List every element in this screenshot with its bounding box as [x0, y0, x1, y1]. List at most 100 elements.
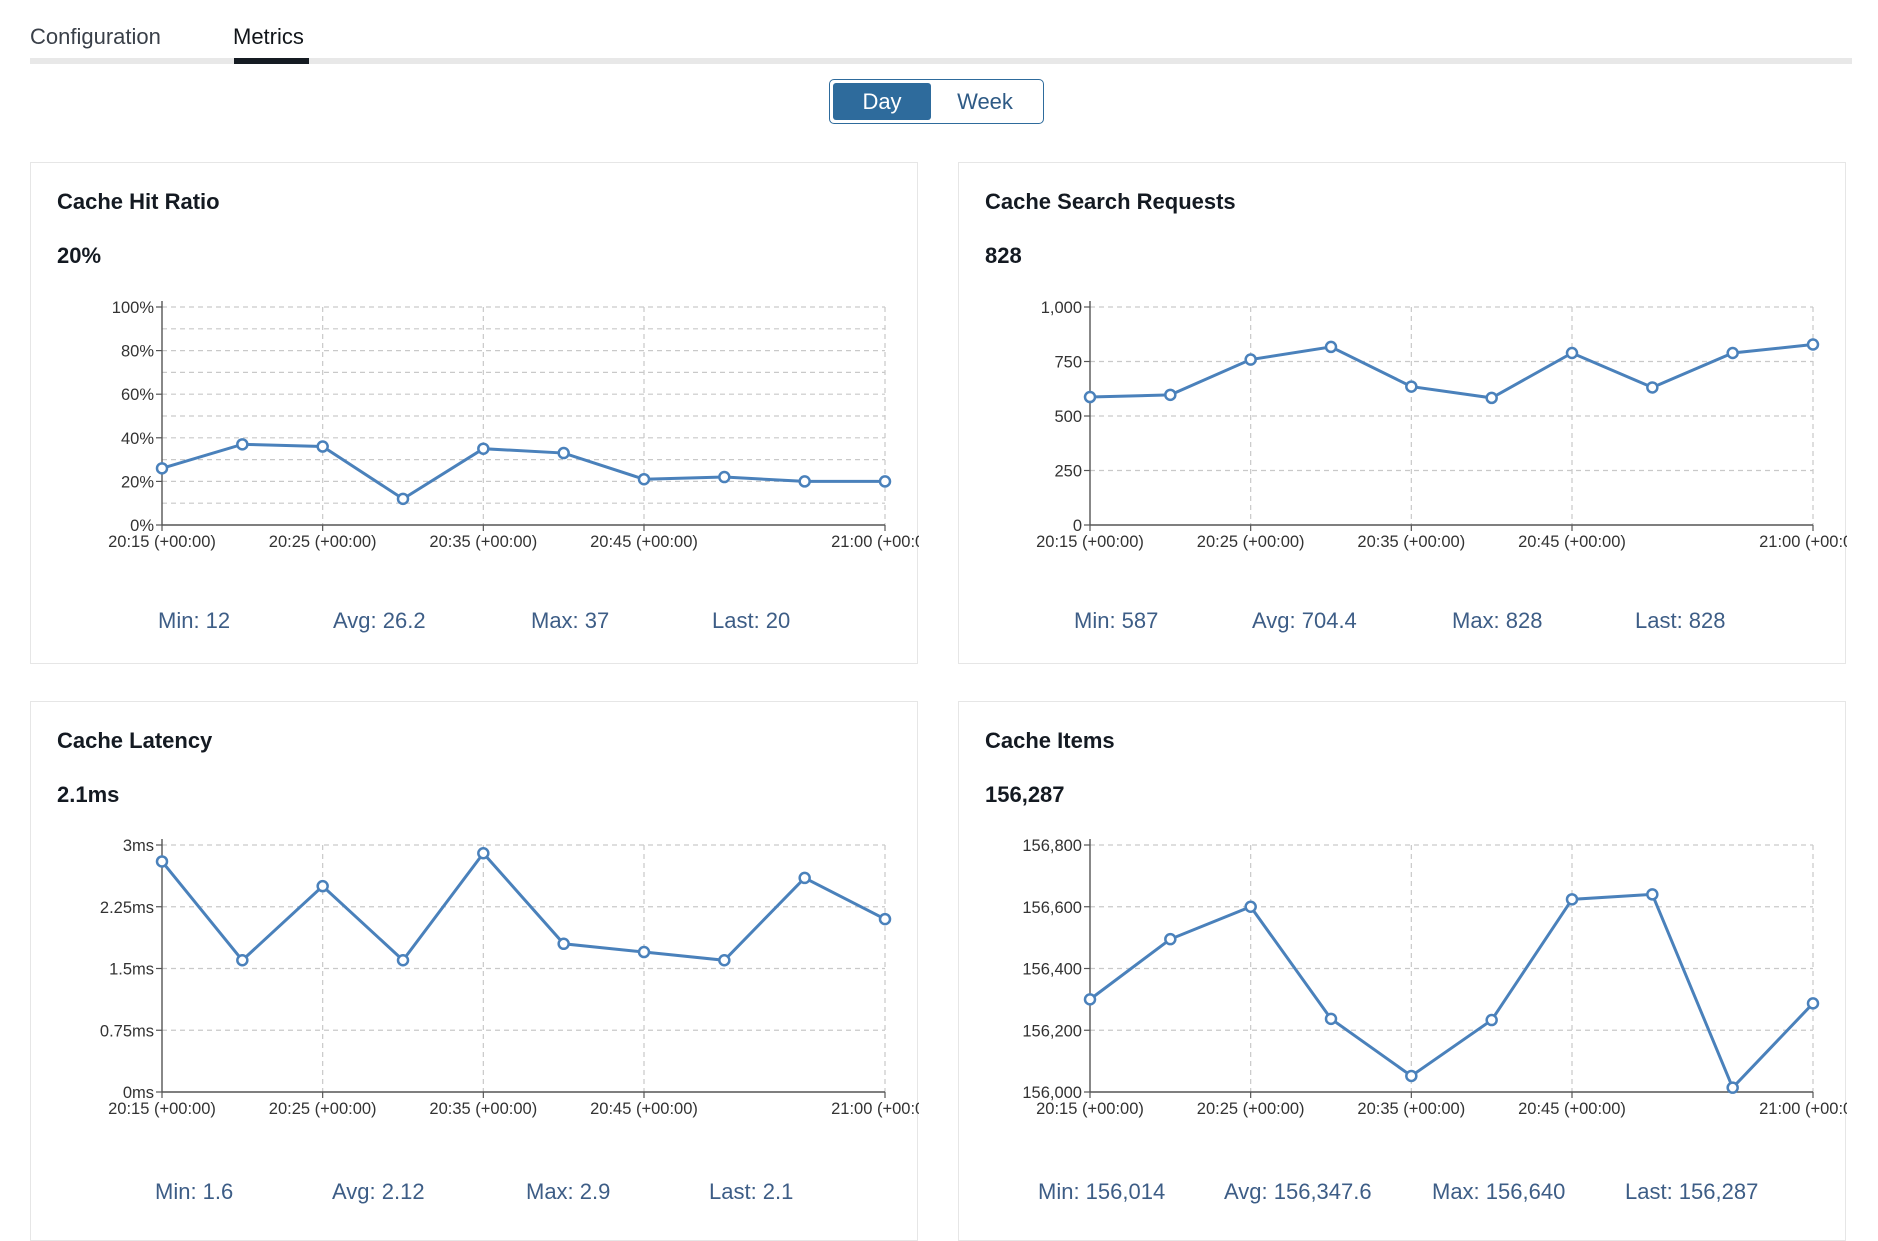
data-point[interactable]	[1646, 888, 1659, 901]
data-point[interactable]	[1324, 1012, 1338, 1026]
data-point[interactable]	[236, 438, 249, 451]
data-point[interactable]	[1405, 1069, 1418, 1083]
cache-items-chart: 156,000 156,200 156,400 156,600 156,800 20:15…	[1022, 837, 1847, 1118]
y-tick-label: 156,400	[1022, 961, 1082, 979]
stat-avg: Avg: 2.12	[332, 1179, 425, 1204]
data-point[interactable]	[1164, 932, 1177, 946]
data-point[interactable]	[1806, 997, 1820, 1010]
day-button[interactable]: Day	[833, 83, 931, 120]
x-tick-label: 20:15 (+00:00)	[1036, 1100, 1144, 1118]
data-point[interactable]	[477, 846, 490, 860]
data-point[interactable]	[1565, 893, 1579, 906]
data-point[interactable]	[1485, 391, 1498, 405]
tab-configuration[interactable]: Configuration	[30, 24, 161, 49]
card-current-value: 2.1ms	[57, 782, 120, 807]
stat-avg: Avg: 704.4	[1252, 608, 1357, 633]
x-tick-label: 20:45 (+00:00)	[1518, 1100, 1626, 1118]
card-title: Cache Hit Ratio	[57, 189, 220, 214]
y-tick-label: 156,800	[1022, 837, 1082, 855]
data-point[interactable]	[1726, 1081, 1739, 1094]
cache-items-card: Cache Items 156,287 156,000 156,200 156,40…	[958, 701, 1847, 1241]
grid	[162, 844, 886, 1092]
data-point[interactable]	[798, 871, 811, 885]
y-tick-label: 80%	[121, 343, 154, 361]
data-point[interactable]	[155, 855, 169, 868]
data-point[interactable]	[396, 492, 410, 506]
x-tick-label: 21:00 (+00:00)	[1759, 533, 1847, 551]
card-current-value: 20%	[57, 243, 102, 268]
data-point[interactable]	[1646, 381, 1659, 394]
data-point[interactable]	[878, 912, 892, 926]
stat-max: Max: 2.9	[526, 1179, 611, 1204]
data-point[interactable]	[1083, 993, 1097, 1006]
stat-max: Max: 37	[531, 608, 610, 633]
data-point[interactable]	[1565, 346, 1579, 360]
x-tick-label: 20:35 (+00:00)	[1357, 533, 1465, 551]
x-tick-label: 20:15 (+00:00)	[108, 533, 216, 551]
y-tick-label: 20%	[121, 473, 154, 491]
grid	[1090, 306, 1814, 525]
data-point[interactable]	[155, 462, 169, 475]
series-line	[1089, 343, 1814, 400]
grid	[1090, 844, 1814, 1092]
x-tick-label: 20:35 (+00:00)	[429, 1100, 537, 1118]
data-point[interactable]	[718, 470, 731, 484]
stat-min: Min: 12	[158, 608, 231, 633]
data-point[interactable]	[878, 475, 892, 488]
y-tick-label: 750	[1054, 354, 1082, 372]
x-tick-label: 20:25 (+00:00)	[1197, 1100, 1305, 1118]
y-tick-label: 156,000	[1022, 1084, 1082, 1102]
cache-hit-ratio-card: Cache Hit Ratio 20% 0% 20% 40% 60% 80% 100% 20…	[30, 162, 919, 664]
card-current-value: 828	[985, 243, 1022, 268]
tab-metrics[interactable]: Metrics	[233, 24, 304, 49]
series-line	[160, 850, 886, 963]
data-point[interactable]	[1726, 346, 1739, 360]
cache-latency-chart: 0ms 0.75ms 1.5ms 2.25ms 3ms 20:15 (+00:00) 20:…	[100, 837, 919, 1118]
y-tick-label: 100%	[112, 299, 155, 317]
cache-search-requests-chart: 0 250 500 750 1,000 20:15 (+00:00) 20:25 (+00:…	[1036, 299, 1847, 551]
x-tick-label: 20:15 (+00:00)	[1036, 533, 1144, 551]
x-tick-label: 20:25 (+00:00)	[269, 1100, 377, 1118]
data-point[interactable]	[557, 446, 570, 460]
data-point[interactable]	[1324, 340, 1338, 354]
y-tick-label: 2.25ms	[100, 899, 154, 917]
x-tick-label: 20:45 (+00:00)	[1518, 533, 1626, 551]
stat-last: Last: 156,287	[1625, 1179, 1759, 1204]
series-line	[1089, 892, 1815, 1091]
data-point[interactable]	[1405, 380, 1418, 393]
y-tick-label: 156,200	[1022, 1022, 1082, 1040]
y-tick-label: 0	[1073, 517, 1082, 535]
week-button[interactable]: Week	[957, 88, 1013, 114]
grid	[162, 306, 886, 525]
data-point[interactable]	[1806, 338, 1820, 351]
data-point[interactable]	[1244, 353, 1257, 366]
data-point[interactable]	[637, 472, 651, 486]
data-point[interactable]	[1485, 1013, 1498, 1027]
data-point[interactable]	[1083, 390, 1097, 404]
card-title: Cache Items	[985, 728, 1115, 753]
card-title: Cache Latency	[57, 728, 213, 753]
series-line	[161, 442, 885, 501]
data-point[interactable]	[236, 954, 249, 967]
tab-bar: Configuration Metrics	[30, 0, 1852, 64]
cache-hit-ratio-chart: 0% 20% 40% 60% 80% 100% 20:15 (+00:00) 20:25 (+…	[108, 299, 919, 551]
data-point[interactable]	[316, 440, 329, 453]
y-tick-label: 250	[1054, 463, 1082, 481]
card-current-value: 156,287	[985, 782, 1065, 807]
data-point[interactable]	[1244, 900, 1257, 913]
y-tick-label: 1.5ms	[109, 961, 154, 979]
x-tick-label: 20:45 (+00:00)	[590, 1100, 698, 1118]
data-point[interactable]	[557, 937, 570, 951]
y-tick-label: 500	[1054, 408, 1082, 426]
stat-last: Last: 2.1	[709, 1179, 794, 1204]
data-point[interactable]	[1164, 388, 1177, 402]
data-point[interactable]	[718, 954, 731, 967]
stat-avg: Avg: 156,347.6	[1224, 1179, 1372, 1204]
data-point[interactable]	[477, 442, 490, 455]
data-point[interactable]	[396, 954, 410, 967]
stat-min: Min: 1.6	[155, 1179, 234, 1204]
data-point[interactable]	[316, 879, 329, 893]
data-point[interactable]	[798, 475, 811, 488]
x-tick-label: 21:00 (+00:00)	[831, 533, 919, 551]
data-point[interactable]	[637, 945, 651, 959]
